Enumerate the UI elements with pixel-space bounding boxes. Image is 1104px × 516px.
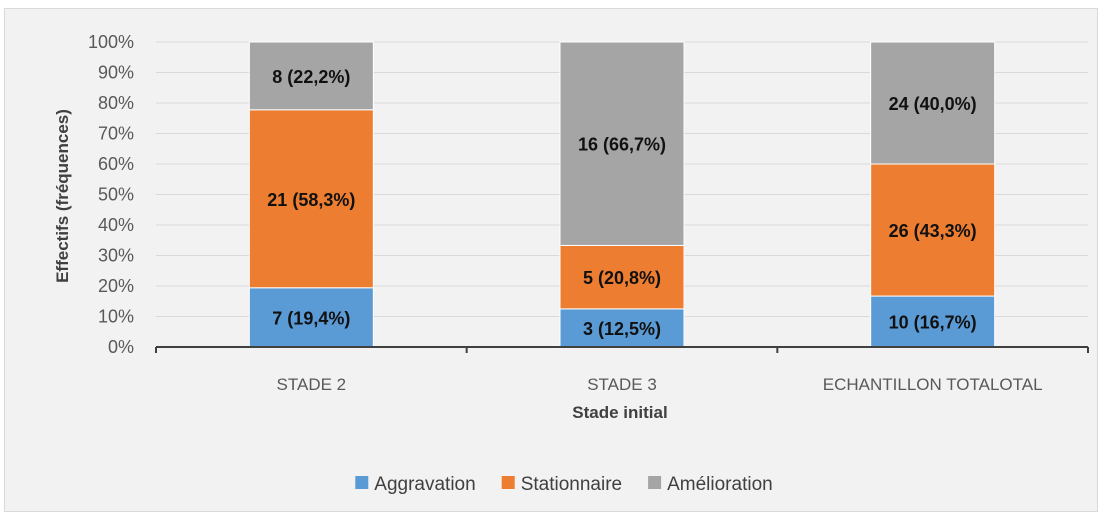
data-label: 21 (58,3%)	[267, 190, 355, 210]
y-tick-label: 0%	[108, 337, 134, 357]
bar-segment	[559, 308, 685, 348]
y-tick-label: 90%	[98, 63, 134, 83]
x-category-label: STADE 3	[587, 375, 657, 394]
legend: Aggravation Stationnaire Amélioration	[355, 474, 773, 495]
bar-segment	[870, 163, 996, 297]
x-category-label: STADE 2	[277, 375, 347, 394]
y-tick-label: 100%	[88, 32, 134, 52]
data-label: 24 (40,0%)	[889, 94, 977, 114]
bar-segment	[248, 109, 374, 289]
x-axis-title: Stade initial	[572, 403, 667, 422]
legend-swatch	[355, 476, 369, 489]
y-tick-label: 70%	[98, 124, 134, 144]
y-tick-label: 50%	[98, 185, 134, 205]
bar-segment	[870, 41, 996, 165]
bar-segment	[870, 295, 996, 348]
data-label: 26 (43,3%)	[889, 221, 977, 241]
legend-label: Aggravation	[374, 474, 475, 495]
y-tick-label: 40%	[98, 215, 134, 235]
legend-label: Amélioration	[667, 474, 773, 495]
bar-segment	[248, 287, 374, 348]
bar-segment	[248, 41, 374, 111]
data-label: 5 (20,8%)	[583, 268, 661, 288]
legend-label: Stationnaire	[521, 474, 622, 495]
y-tick-label: 80%	[98, 93, 134, 113]
y-axis-title: Effectifs (fréquences)	[53, 109, 72, 283]
legend-swatch	[501, 476, 515, 489]
y-tick-label: 30%	[98, 246, 134, 266]
data-label: 3 (12,5%)	[583, 319, 661, 339]
data-label: 16 (66,7%)	[578, 135, 666, 155]
data-label: 8 (22,2%)	[272, 67, 350, 87]
data-label: 7 (19,4%)	[272, 308, 350, 328]
y-tick-label: 60%	[98, 154, 134, 174]
bar-segment	[559, 244, 685, 310]
data-label: 10 (16,7%)	[889, 313, 977, 333]
x-category-label: ECHANTILLON TOTALOTAL	[823, 375, 1043, 394]
legend-swatch	[648, 476, 662, 489]
y-tick-label: 20%	[98, 276, 134, 296]
bar-segment	[559, 41, 685, 246]
y-tick-label: 10%	[98, 307, 134, 327]
